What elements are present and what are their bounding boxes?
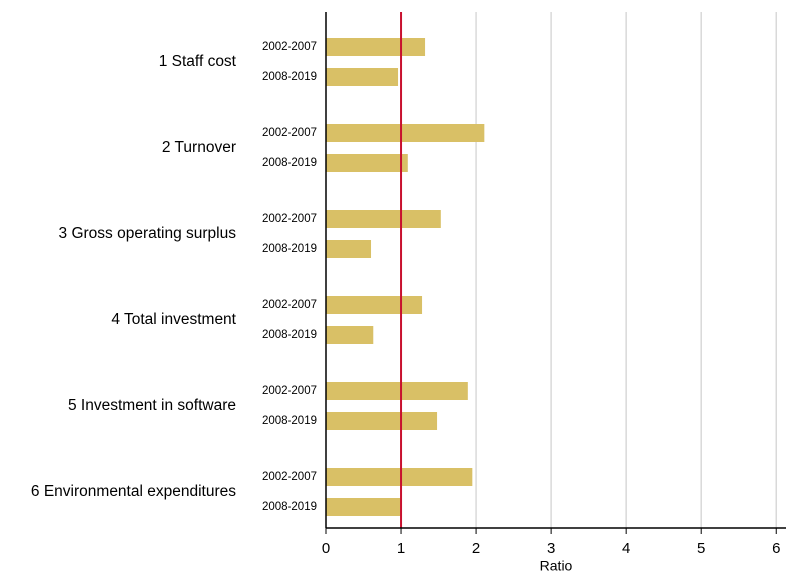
category-label: 2 Turnover — [162, 139, 236, 156]
x-axis-label: Ratio — [540, 558, 573, 574]
bar-label: 2002-2007 — [262, 471, 317, 483]
bar — [326, 240, 372, 258]
bar — [326, 154, 408, 172]
bar-label: 2008-2019 — [262, 157, 317, 169]
bar-label: 2002-2007 — [262, 299, 317, 311]
bar — [326, 210, 441, 228]
bar-label: 2008-2019 — [262, 329, 317, 341]
x-tick-label: 2 — [472, 540, 480, 557]
category-label: 5 Investment in software — [68, 397, 236, 414]
bar-label: 2002-2007 — [262, 127, 317, 139]
x-tick-label: 3 — [547, 540, 555, 557]
bar — [326, 124, 485, 142]
category-label: 6 Environmental expenditures — [31, 483, 236, 500]
bar — [326, 326, 374, 344]
bar — [326, 68, 399, 86]
bar — [326, 382, 468, 400]
x-tick-label: 5 — [697, 540, 705, 557]
category-label: 3 Gross operating surplus — [59, 225, 237, 242]
bar — [326, 38, 426, 56]
x-tick-label: 6 — [772, 540, 780, 557]
bar-label: 2008-2019 — [262, 415, 317, 427]
bar-label: 2002-2007 — [262, 385, 317, 397]
bar — [326, 296, 423, 314]
category-label: 1 Staff cost — [159, 53, 237, 70]
bar-label: 2002-2007 — [262, 41, 317, 53]
x-tick-label: 4 — [622, 540, 630, 557]
bar-label: 2008-2019 — [262, 501, 317, 513]
bar — [326, 412, 438, 430]
bar-label: 2002-2007 — [262, 213, 317, 225]
bar — [326, 498, 401, 516]
x-tick-label: 1 — [397, 540, 405, 557]
bar — [326, 468, 473, 486]
x-tick-label: 0 — [322, 540, 330, 557]
bar-label: 2008-2019 — [262, 243, 317, 255]
bar-label: 2008-2019 — [262, 71, 317, 83]
category-label: 4 Total investment — [111, 311, 236, 328]
